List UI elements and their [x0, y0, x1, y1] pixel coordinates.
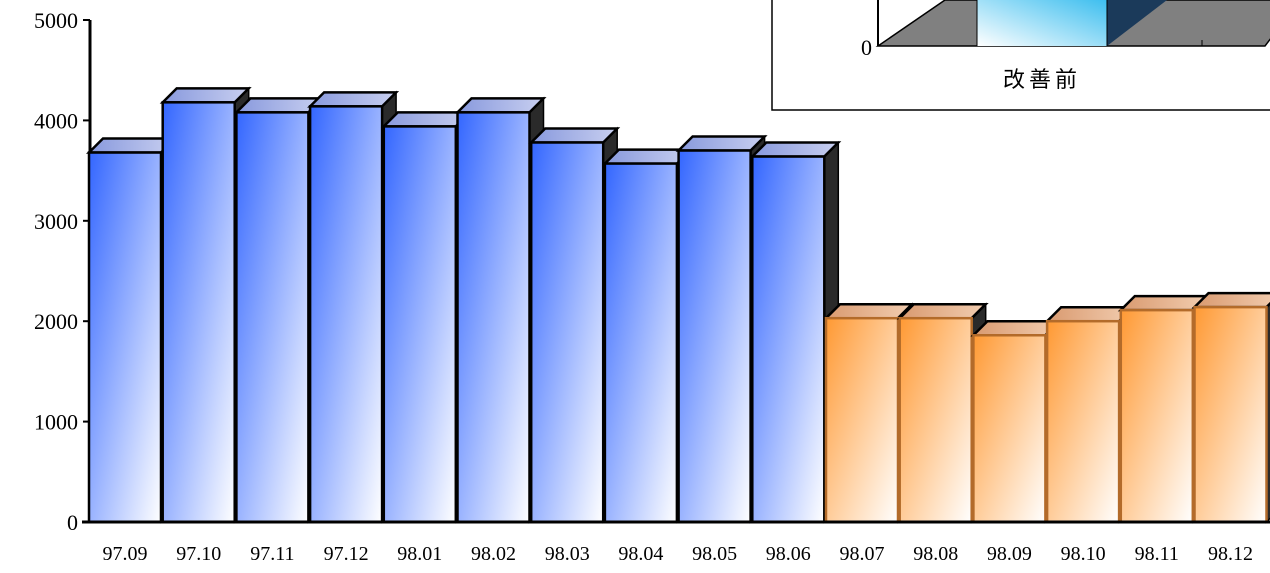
bar-top — [531, 128, 617, 142]
x-tick-label: 98.05 — [692, 543, 737, 565]
x-tick-label: 97.10 — [176, 543, 221, 565]
x-tick-label: 98.04 — [618, 543, 663, 565]
y-tick-label: 5000 — [34, 8, 78, 33]
bar-front — [310, 106, 382, 522]
inset-y-tick-label: 0 — [861, 35, 872, 60]
x-tick-label: 97.11 — [250, 543, 294, 565]
x-tick-label: 98.12 — [1208, 543, 1253, 565]
bar-front — [973, 335, 1045, 522]
x-axis: 97.09 97.10 97.11 97.12 98.01 98.02 98.03 98.04… — [82, 522, 1270, 565]
bar-front — [163, 102, 235, 522]
bar-top — [752, 143, 838, 157]
x-tick-label: 98.11 — [1135, 543, 1179, 565]
x-tick-label: 97.09 — [103, 543, 148, 565]
bar-front — [384, 126, 456, 522]
bar-front — [236, 112, 308, 522]
y-tick-label: 0 — [67, 510, 78, 535]
inset-bar — [977, 0, 1107, 46]
bar-front — [1047, 321, 1119, 522]
y-tick-label: 4000 — [34, 108, 78, 133]
bar-front — [1195, 307, 1267, 522]
bar-front — [605, 164, 677, 522]
bar-top — [1195, 293, 1270, 307]
x-tick-label: 98.07 — [840, 543, 885, 565]
bar-top — [679, 137, 765, 151]
bar-front — [89, 153, 161, 522]
y-tick-label: 3000 — [34, 209, 78, 234]
bar-front — [458, 112, 530, 522]
bar-front — [531, 142, 603, 522]
x-tick-label: 98.08 — [913, 543, 958, 565]
bar-top — [458, 98, 544, 112]
y-tick-label: 2000 — [34, 309, 78, 334]
y-tick-label: 1000 — [34, 410, 78, 435]
x-tick-label: 97.12 — [324, 543, 369, 565]
bar-front — [1121, 310, 1193, 522]
bar-top — [310, 92, 396, 106]
x-tick-label: 98.02 — [471, 543, 516, 565]
bar — [1195, 293, 1270, 522]
x-tick-label: 98.01 — [397, 543, 442, 565]
bar-top — [900, 304, 986, 318]
x-tick-label: 98.10 — [1061, 543, 1106, 565]
inset-chart: 0 改善前 — [772, 0, 1270, 110]
bar-top — [163, 88, 249, 102]
inset-category-label: 改善前 — [1003, 68, 1081, 93]
y-axis: 0 1000 2000 3000 4000 5000 — [34, 8, 90, 535]
bar-series — [89, 88, 1270, 522]
x-tick-label: 98.09 — [987, 543, 1032, 565]
x-tick-label: 98.06 — [766, 543, 811, 565]
bar-top — [826, 304, 912, 318]
bar-front — [826, 318, 898, 522]
bar-front — [900, 318, 972, 522]
bar-front — [679, 151, 751, 522]
x-tick-label: 98.03 — [545, 543, 590, 565]
bar-front — [752, 157, 824, 522]
